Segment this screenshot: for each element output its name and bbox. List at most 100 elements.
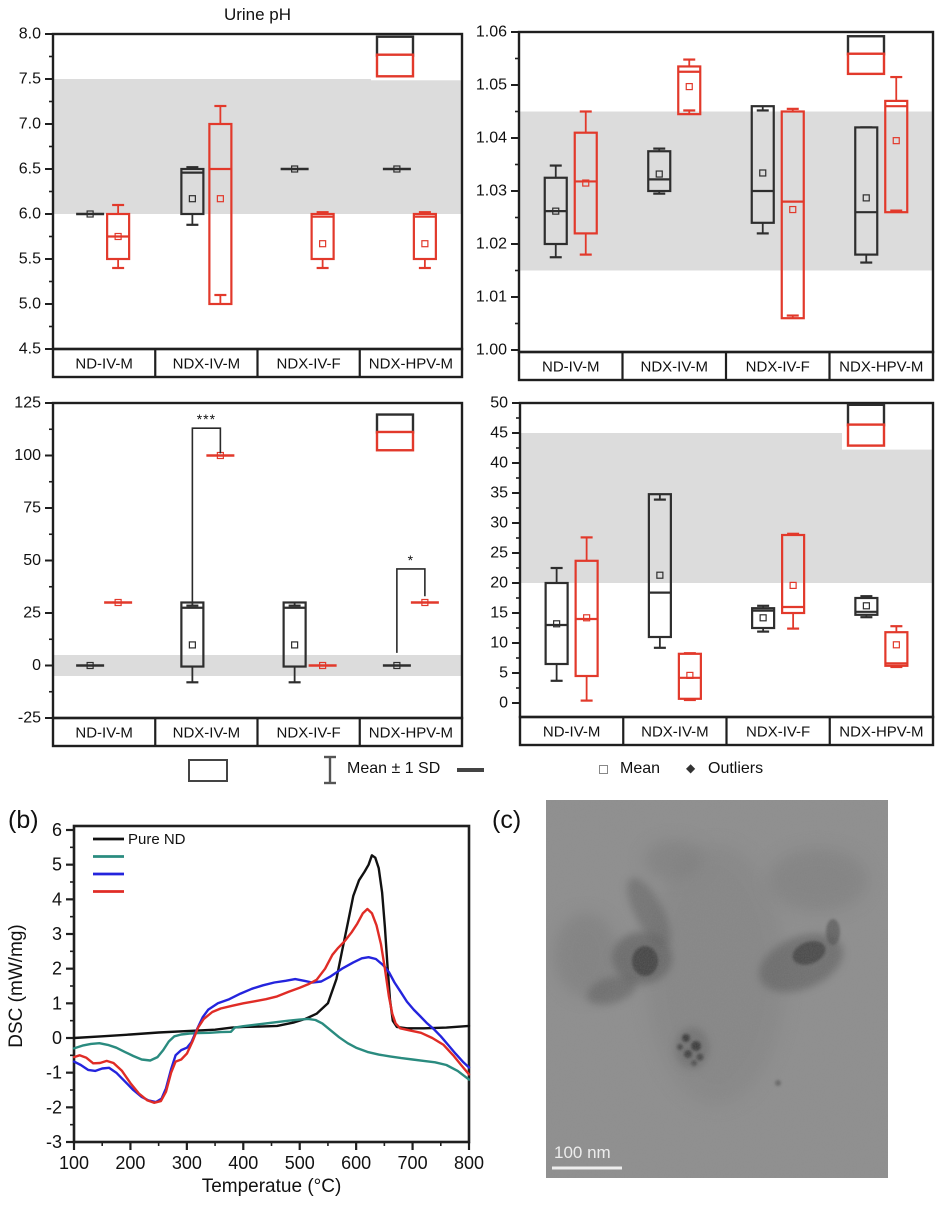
chart-title-urine-ph: Urine pH	[223, 5, 292, 24]
box-red-0	[104, 598, 133, 607]
y-tick-label: 6	[52, 820, 62, 840]
x-axis: 100 200 300 400 500 600 700 800	[59, 1142, 484, 1173]
y-tick-label: 1.04	[476, 130, 507, 147]
dsc-legend-label: Pure ND	[128, 831, 186, 848]
y-tick-label: 7.0	[19, 116, 41, 133]
category-label: NDX-IV-F	[746, 724, 810, 741]
reference-band	[54, 655, 461, 676]
dsc-curve-1	[72, 1017, 471, 1081]
box-red-3	[884, 625, 909, 669]
box-red-2	[308, 661, 337, 670]
category-label: NDX-IV-F	[746, 359, 810, 376]
category-label: ND-IV-M	[543, 724, 601, 741]
category-label: NDX-IV-M	[173, 725, 241, 742]
y-tick-label: 1.02	[476, 236, 507, 253]
x-tick-label: 300	[172, 1153, 202, 1173]
panel-c-label: (c)	[492, 806, 522, 834]
y-tick-label: 15	[490, 605, 508, 622]
dsc-curve-3	[72, 907, 471, 1104]
reference-band	[54, 79, 461, 214]
x-tick-label: 400	[228, 1153, 258, 1173]
box-red-1	[208, 104, 233, 306]
y-tick-label: -25	[18, 710, 41, 727]
significance-label: *	[408, 552, 414, 568]
y-tick-label: 1.01	[476, 289, 507, 306]
y-tick-label: 10	[490, 635, 508, 652]
y-tick-label: 35	[490, 485, 508, 502]
box-red-1	[677, 652, 702, 702]
category-label: NDX-HPV-M	[839, 724, 923, 741]
panel-b-label: (b)	[8, 806, 39, 834]
category-axis: ND-IV-M NDX-IV-M NDX-IV-F NDX-HPV-M	[518, 715, 935, 747]
category-label: NDX-HPV-M	[369, 356, 453, 373]
x-tick-label: 600	[341, 1153, 371, 1173]
y-tick-label: 4.5	[19, 341, 41, 358]
tem-micrograph: 100 nm	[546, 800, 888, 1178]
legend-box-symbol	[188, 759, 228, 782]
box-black-2	[751, 604, 776, 633]
inset-legend	[375, 35, 415, 78]
category-label: ND-IV-M	[75, 356, 133, 373]
y-tick-label: 0	[52, 1028, 62, 1048]
category-label: ND-IV-M	[75, 725, 133, 742]
legend-mean-sd-label: Mean ± 1 SD	[347, 760, 441, 777]
box-red-3	[412, 211, 437, 270]
box-black-2	[750, 105, 775, 235]
y-tick-label: 30	[490, 515, 508, 532]
box-red-0	[574, 536, 599, 702]
category-axis: ND-IV-M NDX-IV-M NDX-IV-F NDX-HPV-M	[51, 347, 464, 379]
y-tick-label: 5.5	[19, 251, 41, 268]
y-tick-label: 4	[52, 889, 62, 909]
legend-outliers-label: Outliers	[708, 760, 764, 777]
box-black-3	[854, 126, 879, 264]
dsc-legend: Pure ND	[93, 831, 186, 893]
x-tick-label: 800	[454, 1153, 484, 1173]
significance-bracket: ***	[191, 411, 222, 603]
y-tick-label: 3	[52, 924, 62, 944]
y-tick-label: 5	[499, 665, 508, 682]
category-label: NDX-IV-M	[173, 356, 241, 373]
box-red-2	[780, 107, 805, 320]
y-tick-label: 125	[14, 395, 41, 412]
category-axis: ND-IV-M NDX-IV-M NDX-IV-F NDX-HPV-M	[51, 716, 464, 748]
box-red-3	[410, 598, 439, 607]
box-black-1	[180, 166, 205, 226]
legend-mean-symbol	[599, 765, 608, 774]
legend-errorbar-icon	[324, 755, 336, 785]
box-black-0	[76, 210, 105, 218]
legend-median-symbol	[457, 768, 484, 772]
dsc-curve-0	[72, 854, 471, 1040]
y-tick-label: 1.03	[476, 183, 507, 200]
boxplot-urine-ph: 4.55.05.56.06.57.07.58.0ND-IV-M NDX-IV-M N…	[19, 26, 464, 379]
y-tick-label: 5.0	[19, 296, 41, 313]
y-axis: -3 -2 -1 0 1 2 3 4 5 6	[46, 820, 74, 1152]
reference-band	[520, 111, 932, 271]
inset-legend	[846, 403, 886, 447]
box-red-1	[677, 58, 702, 116]
box-black-0	[76, 661, 105, 670]
scale-bar-label: 100 nm	[554, 1143, 611, 1162]
y-tick-label: 75	[23, 500, 41, 517]
x-tick-label: 100	[59, 1153, 89, 1173]
legend-mean-label: Mean	[620, 760, 661, 777]
category-label: NDX-IV-F	[277, 725, 341, 742]
dsc-line-chart: 100 200 300 400 500 600 700 800 -3 -2 -1 0 1 2 3 4 5 6 Pur…	[6, 820, 484, 1197]
y-tick-label: 40	[490, 455, 508, 472]
y-tick-label: 1	[52, 993, 62, 1013]
box-black-1	[647, 147, 672, 195]
box-red-0	[106, 203, 131, 270]
y-tick-label: 20	[490, 575, 508, 592]
category-label: NDX-HPV-M	[369, 725, 453, 742]
boxplot-panel4: 0 5 10 15 20 25 30 35 40 45 50 ND-IV-M NDX-IV-M NDX-I…	[490, 395, 935, 747]
x-axis-label: Temperatue (°C)	[202, 1176, 342, 1197]
tem-scale-bar: 100 nm	[552, 1143, 622, 1170]
y-tick-label: -3	[46, 1132, 62, 1152]
y-tick-label: 1.05	[476, 77, 507, 94]
y-tick-label: 6.0	[19, 206, 41, 223]
y-tick-label: 6.5	[19, 161, 41, 178]
category-label: NDX-IV-M	[641, 724, 709, 741]
box-black-0	[543, 164, 568, 259]
box-red-2	[781, 532, 806, 630]
